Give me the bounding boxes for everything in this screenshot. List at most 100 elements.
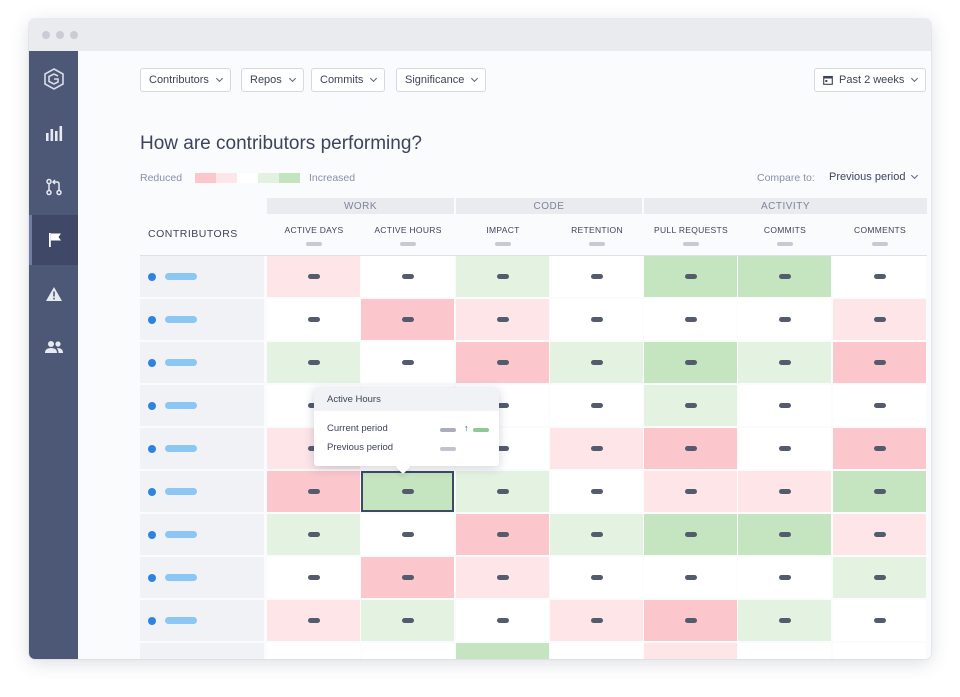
heatmap-cell[interactable] (550, 385, 643, 426)
repos-filter[interactable]: Repos (241, 68, 304, 92)
column-header[interactable]: RETENTION (571, 225, 623, 235)
heatmap-cell[interactable] (738, 557, 831, 598)
heatmap-cell[interactable] (361, 600, 454, 641)
contributor-name[interactable] (165, 445, 197, 452)
heatmap-cell[interactable] (361, 471, 454, 512)
contributor-row[interactable] (140, 557, 264, 598)
contributor-row[interactable] (140, 428, 264, 469)
heatmap-cell[interactable] (456, 342, 549, 383)
heatmap-cell[interactable] (361, 557, 454, 598)
date-range-picker[interactable]: Past 2 weeks (814, 68, 927, 92)
heatmap-cell[interactable] (267, 342, 360, 383)
heatmap-cell[interactable] (361, 514, 454, 555)
heatmap-cell[interactable] (644, 428, 737, 469)
heatmap-cell[interactable] (833, 471, 926, 512)
heatmap-cell[interactable] (644, 299, 737, 340)
heatmap-cell[interactable] (644, 385, 737, 426)
heatmap-cell[interactable] (267, 471, 360, 512)
contributor-row[interactable] (140, 514, 264, 555)
heatmap-cell[interactable] (550, 471, 643, 512)
heatmap-cell[interactable] (833, 600, 926, 641)
heatmap-cell[interactable] (738, 514, 831, 555)
contributor-row[interactable] (140, 299, 264, 340)
heatmap-cell[interactable] (644, 256, 737, 297)
contributor-row[interactable] (140, 600, 264, 641)
contributor-name[interactable] (165, 531, 197, 538)
heatmap-cell[interactable] (738, 256, 831, 297)
heatmap-cell[interactable] (267, 514, 360, 555)
contributor-name[interactable] (165, 488, 197, 495)
heatmap-cell[interactable] (550, 256, 643, 297)
heatmap-cell[interactable] (267, 557, 360, 598)
heatmap-cell[interactable] (550, 643, 643, 659)
heatmap-cell[interactable] (456, 471, 549, 512)
column-header[interactable]: COMMENTS (854, 225, 906, 235)
heatmap-cell[interactable] (456, 557, 549, 598)
heatmap-cell[interactable] (738, 385, 831, 426)
nav-reports[interactable] (29, 108, 78, 158)
heatmap-cell[interactable] (361, 342, 454, 383)
heatmap-cell[interactable] (833, 342, 926, 383)
heatmap-cell[interactable] (456, 600, 549, 641)
heatmap-cell[interactable] (550, 557, 643, 598)
contributor-row[interactable] (140, 256, 264, 297)
contributor-name[interactable] (165, 402, 197, 409)
nav-alerts[interactable] (29, 269, 78, 319)
heatmap-cell[interactable] (833, 428, 926, 469)
heatmap-cell[interactable] (456, 256, 549, 297)
heatmap-cell[interactable] (833, 514, 926, 555)
nav-flags[interactable] (29, 215, 78, 265)
heatmap-cell[interactable] (550, 299, 643, 340)
commits-filter[interactable]: Commits (311, 68, 386, 92)
heatmap-cell[interactable] (550, 600, 643, 641)
heatmap-cell[interactable] (361, 299, 454, 340)
heatmap-cell[interactable] (644, 557, 737, 598)
contributor-name[interactable] (165, 316, 197, 323)
heatmap-cell[interactable] (267, 299, 360, 340)
heatmap-cell[interactable] (267, 256, 360, 297)
contributor-name[interactable] (165, 574, 197, 581)
contributor-name[interactable] (165, 273, 197, 280)
heatmap-cell[interactable] (267, 600, 360, 641)
heatmap-cell[interactable] (738, 342, 831, 383)
heatmap-cell[interactable] (738, 600, 831, 641)
heatmap-cell[interactable] (456, 299, 549, 340)
heatmap-cell[interactable] (833, 299, 926, 340)
column-header[interactable]: PULL REQUESTS (654, 225, 728, 235)
heatmap-cell[interactable] (833, 557, 926, 598)
heatmap-cell[interactable] (644, 514, 737, 555)
logo-icon[interactable] (29, 54, 78, 104)
column-header[interactable]: ACTIVE HOURS (374, 225, 442, 235)
heatmap-cell[interactable] (550, 514, 643, 555)
heatmap-cell[interactable] (833, 643, 926, 659)
contributor-row[interactable] (140, 385, 264, 426)
heatmap-cell[interactable] (361, 256, 454, 297)
contributor-name[interactable] (165, 617, 197, 624)
heatmap-cell[interactable] (833, 256, 926, 297)
heatmap-cell[interactable] (644, 342, 737, 383)
heatmap-cell[interactable] (456, 643, 549, 659)
contributor-row[interactable] (140, 342, 264, 383)
heatmap-cell[interactable] (267, 643, 360, 659)
heatmap-cell[interactable] (361, 643, 454, 659)
heatmap-cell[interactable] (738, 299, 831, 340)
heatmap-cell[interactable] (550, 342, 643, 383)
contributors-filter[interactable]: Contributors (140, 68, 231, 92)
heatmap-cell[interactable] (644, 600, 737, 641)
contributor-row[interactable] (140, 643, 264, 659)
heatmap-cell[interactable] (738, 471, 831, 512)
heatmap-cell[interactable] (644, 471, 737, 512)
heatmap-cell[interactable] (550, 428, 643, 469)
heatmap-cell[interactable] (738, 643, 831, 659)
compare-period-select[interactable]: Previous period (829, 171, 919, 183)
nav-pull-requests[interactable] (29, 162, 78, 212)
heatmap-cell[interactable] (833, 385, 926, 426)
heatmap-cell[interactable] (456, 514, 549, 555)
nav-team[interactable] (29, 322, 78, 372)
heatmap-cell[interactable] (738, 428, 831, 469)
significance-filter[interactable]: Significance (396, 68, 487, 92)
column-header[interactable]: ACTIVE DAYS (284, 225, 344, 235)
column-header[interactable]: IMPACT (486, 225, 520, 235)
heatmap-cell[interactable] (644, 643, 737, 659)
contributor-name[interactable] (165, 359, 197, 366)
